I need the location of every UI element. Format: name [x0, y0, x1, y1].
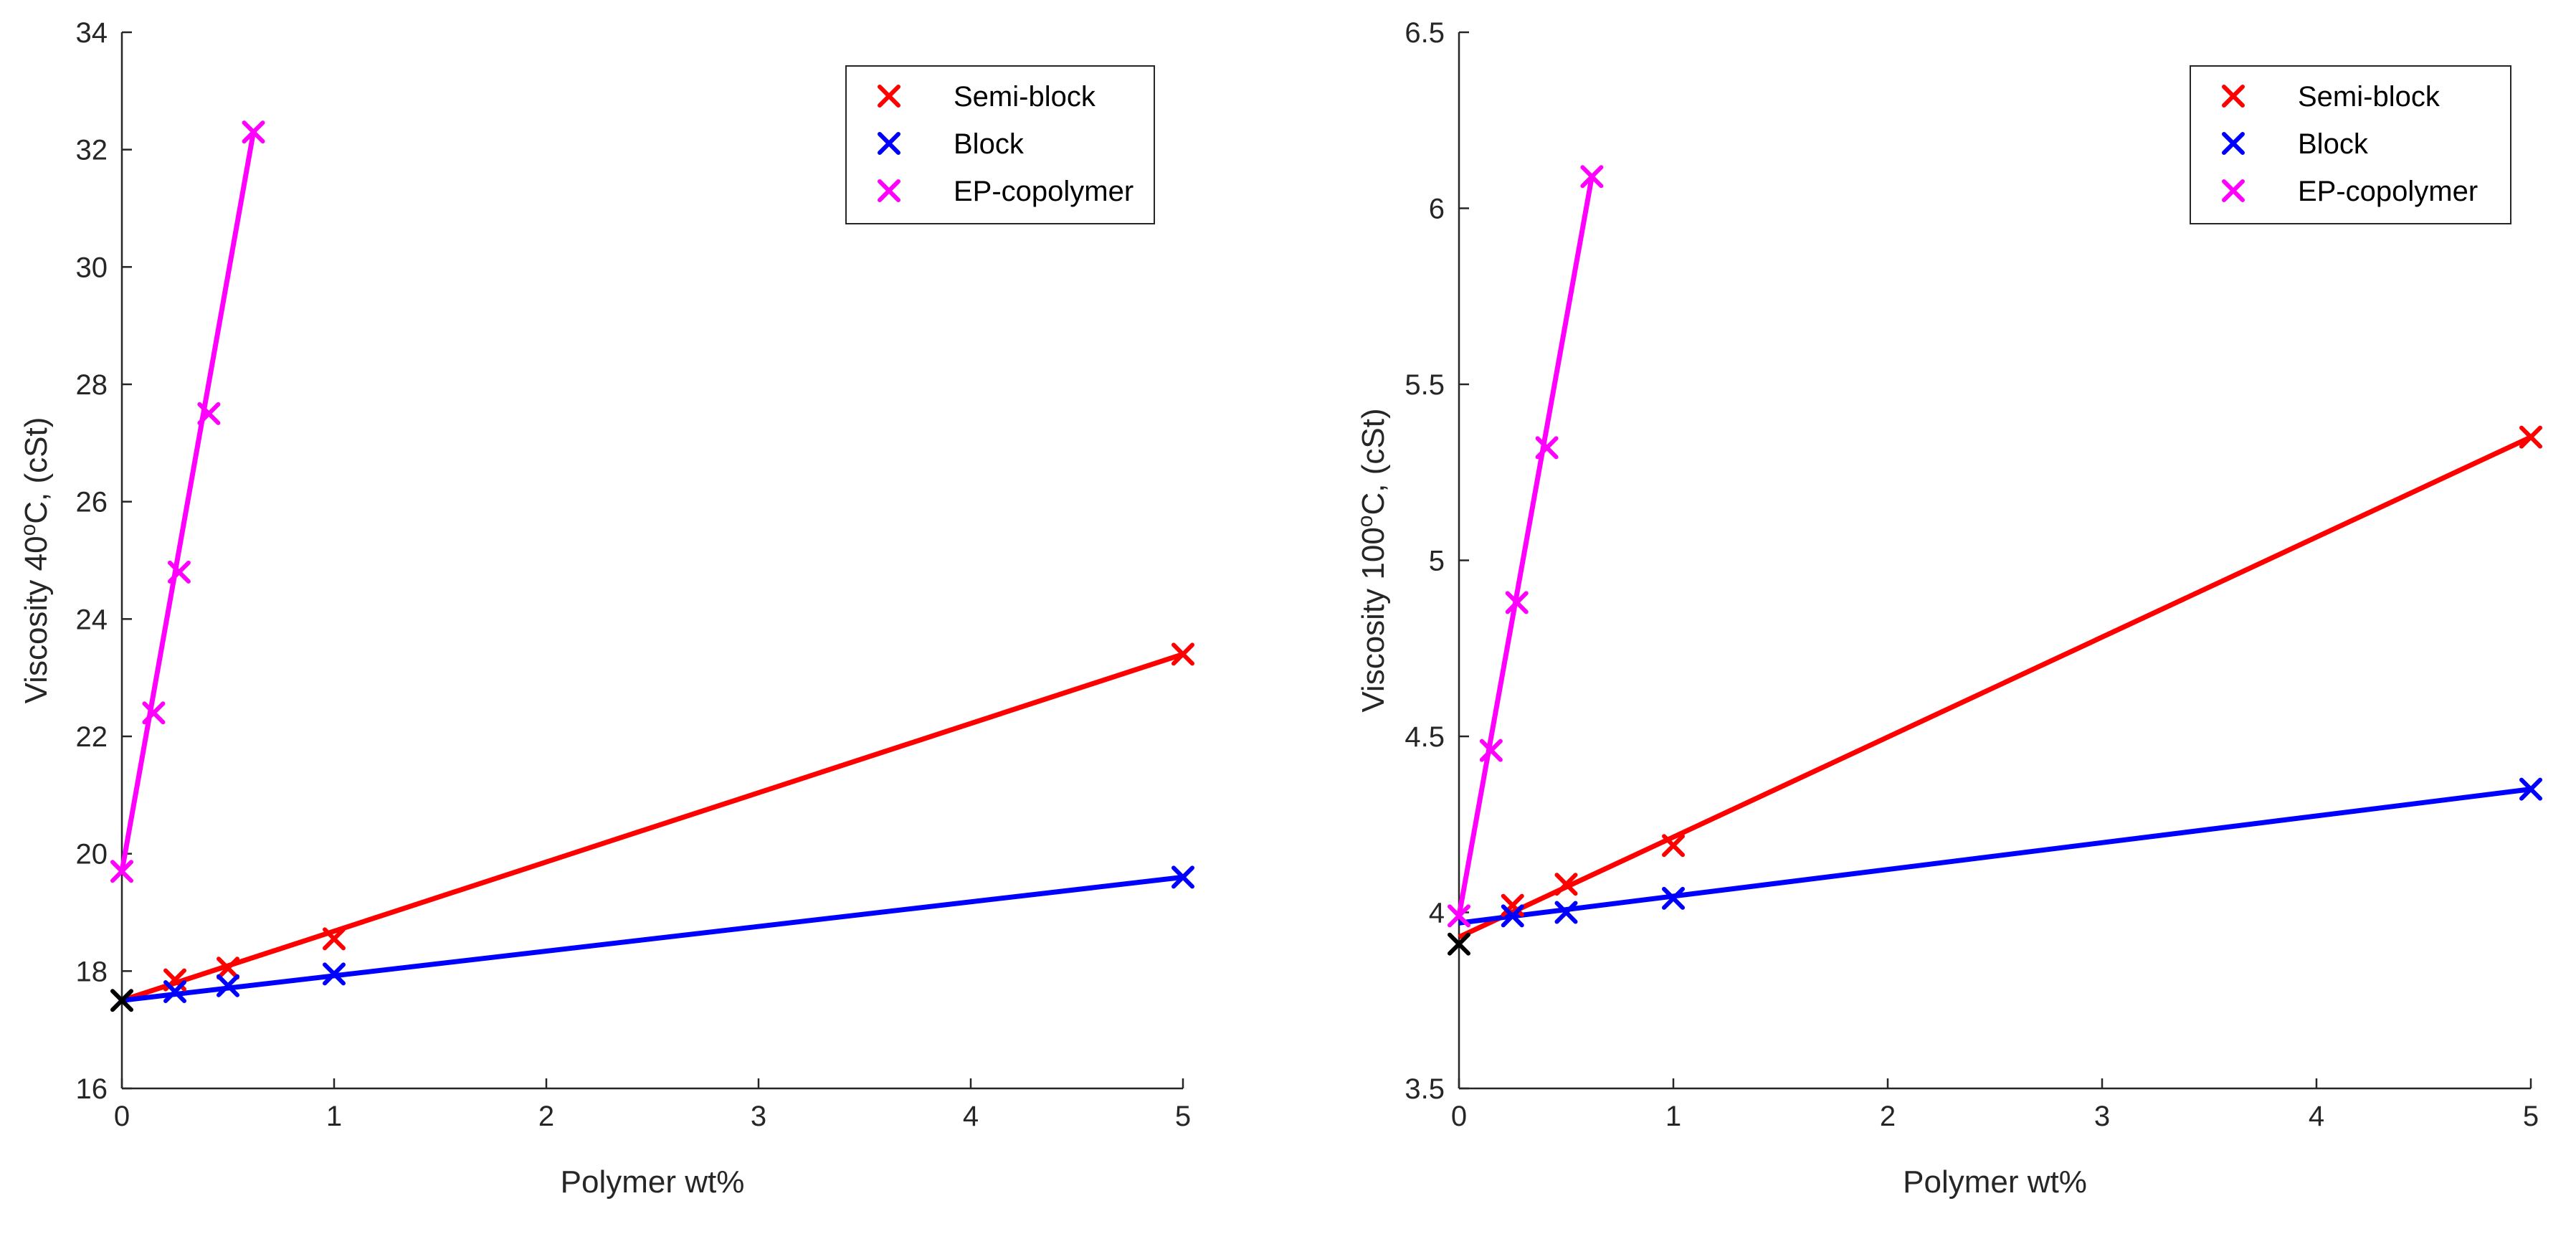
x-tick-label: 1 — [1665, 1101, 1681, 1132]
x-tick-label: 2 — [538, 1101, 554, 1132]
point-ep-copolymer — [1448, 904, 1470, 928]
point-block — [2519, 777, 2542, 801]
point-ep-copolymer — [1535, 436, 1559, 460]
y-tick-label: 20 — [76, 839, 108, 870]
legend-box — [2190, 65, 2511, 224]
y-axis-title-main: Viscosity 40 — [19, 536, 54, 703]
y-tick-label: 6.5 — [1405, 17, 1445, 49]
point-ep-copolymer — [142, 701, 166, 725]
fit-line-ep-copolymer — [1456, 176, 1594, 917]
point-ep-copolymer — [1479, 739, 1503, 762]
legend-marker-block — [878, 132, 900, 155]
legend-label-block: Block — [2298, 128, 2369, 160]
y-tick-label: 28 — [76, 369, 108, 401]
y-tick-label: 34 — [76, 17, 108, 49]
y-tick-label: 6 — [1429, 194, 1445, 225]
legend-label-ep-copolymer: EP-copolymer — [2298, 176, 2478, 207]
fit-line-block — [121, 874, 1184, 1003]
x-tick-label: 0 — [1451, 1101, 1467, 1132]
point-semi-block — [1554, 873, 1578, 896]
x-tick-label: 2 — [1880, 1101, 1896, 1132]
legend-label-ep-copolymer: EP-copolymer — [954, 176, 1133, 207]
legend-marker-block — [2222, 132, 2245, 155]
legend-label-semi-block: Semi-block — [2298, 81, 2440, 113]
point-ep-copolymer — [110, 860, 133, 883]
y-axis-title-unit: C, (cSt) — [1356, 408, 1391, 515]
point-block — [1662, 886, 1685, 910]
x-axis-title: Polymer wt% — [561, 1164, 745, 1200]
y-tick-label: 30 — [76, 252, 108, 283]
point-ep-copolymer — [1505, 591, 1529, 614]
fit-line-semi-block — [1458, 435, 2532, 940]
legend-label-block: Block — [954, 128, 1025, 160]
point-block — [1554, 901, 1578, 924]
y-tick-label: 32 — [76, 135, 108, 166]
y-tick-label: 16 — [76, 1073, 108, 1105]
y-tick-label: 26 — [76, 487, 108, 518]
point-semi-block — [323, 927, 346, 951]
point-ep-copolymer — [167, 560, 191, 584]
y-tick-label: 3.5 — [1405, 1073, 1445, 1105]
y-tick-label: 4 — [1429, 898, 1445, 929]
x-tick-label: 4 — [2309, 1101, 2324, 1132]
x-tick-label: 4 — [963, 1101, 979, 1132]
point-block — [1171, 865, 1194, 889]
point-block — [323, 962, 346, 986]
x-tick-label: 3 — [2094, 1101, 2110, 1132]
point-semi-block — [2519, 425, 2542, 449]
legend: Semi-block Block EP-copolymer — [2190, 65, 2511, 224]
x-tick-label: 5 — [2523, 1101, 2539, 1132]
legend-label-semi-block: Semi-block — [954, 81, 1096, 113]
y-tick-label: 24 — [76, 604, 108, 635]
chart-viscosity-100c: 3.5 4 4.5 5 5.5 6 6.5 0 1 2 3 4 5 Polymer wt% Viscosit… — [1354, 17, 2542, 1200]
legend-marker-semi-block — [878, 85, 900, 108]
y-tick-label: 4.5 — [1405, 721, 1445, 753]
fit-line-block — [1458, 787, 2532, 926]
x-tick-label: 1 — [326, 1101, 342, 1132]
point-semi-block — [1662, 834, 1685, 858]
x-tick-label: 5 — [1175, 1101, 1191, 1132]
point-ep-copolymer — [1580, 165, 1604, 189]
fit-line-ep-copolymer — [119, 131, 256, 872]
y-tick-label: 22 — [76, 721, 108, 753]
point-semi-block — [1171, 642, 1194, 666]
point-ep-copolymer — [197, 402, 221, 425]
x-axis-title: Polymer wt% — [1903, 1164, 2087, 1200]
y-tick-label: 5 — [1429, 546, 1445, 577]
legend: Semi-block Block EP-copolymer — [845, 65, 1155, 224]
y-axis-title: Viscosity 100oC, (cSt) — [1354, 408, 1391, 712]
point-block — [1501, 904, 1524, 928]
x-tick-label: 3 — [751, 1101, 766, 1132]
point-semi-block — [217, 956, 239, 980]
y-axis-title: Viscosity 40oC, (cSt) — [16, 417, 54, 704]
y-tick-label: 5.5 — [1405, 369, 1445, 401]
point-base-oil — [110, 989, 133, 1012]
y-axis-title-main: Viscosity 100 — [1356, 527, 1391, 712]
legend-marker-semi-block — [2222, 85, 2245, 108]
degree-superscript: o — [1354, 515, 1377, 527]
point-ep-copolymer — [242, 120, 265, 144]
y-tick-label: 18 — [76, 956, 108, 987]
fit-line-semi-block — [120, 652, 1184, 1003]
degree-superscript: o — [16, 524, 40, 536]
point-block — [163, 979, 186, 1003]
point-base-oil — [1448, 932, 1470, 956]
y-axis-title-unit: C, (cSt) — [19, 417, 54, 524]
legend-marker-ep-copolymer — [2222, 179, 2245, 202]
point-block — [217, 974, 239, 997]
x-tick-label: 0 — [114, 1101, 130, 1132]
legend-marker-ep-copolymer — [878, 179, 900, 202]
